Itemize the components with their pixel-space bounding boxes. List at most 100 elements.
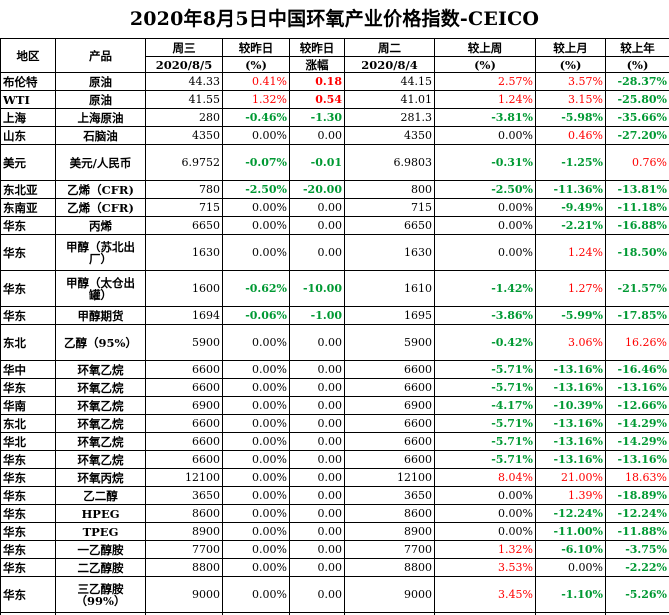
cell-day-chg: 0.00 <box>289 378 345 397</box>
table-row: 华东 TPEG 8900 0.00% 0.00 8900 0.00% -11.00% -11.8… <box>0 522 669 541</box>
cell-day-chg: 0.00 <box>289 198 345 217</box>
cell-price-tue: 44.15 <box>344 72 435 91</box>
header-unit-chg: 涨幅 <box>289 56 345 73</box>
table-row: WTI 原油 41.55 1.32% 0.54 41.01 1.24% 3.15% -25.80… <box>0 90 669 109</box>
cell-day-pct: 0.00% <box>222 198 290 217</box>
cell-price-tue: 1630 <box>344 234 435 271</box>
table-row: 华东 甲醇期货 1694 -0.06% -1.00 1695 -3.86% -5.99% -17… <box>0 306 669 325</box>
cell-week-pct: 1.24% <box>434 90 536 109</box>
cell-price-wed: 6650 <box>145 216 223 235</box>
cell-day-pct: -0.62% <box>222 270 290 307</box>
cell-year-pct: -27.20% <box>605 126 669 145</box>
cell-day-chg: 0.00 <box>289 576 345 613</box>
cell-month-pct: 21.00% <box>535 468 606 487</box>
table-row: 东北 环氧乙烷 6600 0.00% 0.00 6600 -5.71% -13.16% -14.… <box>0 414 669 433</box>
cell-day-pct: -0.07% <box>222 144 290 181</box>
cell-price-tue: 6600 <box>344 378 435 397</box>
cell-price-wed: 6900 <box>145 396 223 415</box>
cell-week-pct: 3.53% <box>434 558 536 577</box>
cell-region: 华东 <box>0 540 56 559</box>
cell-price-wed: 8600 <box>145 504 223 523</box>
cell-week-pct: -5.71% <box>434 360 536 379</box>
cell-region: 东北 <box>0 414 56 433</box>
cell-price-wed: 1600 <box>145 270 223 307</box>
cell-price-wed: 780 <box>145 180 223 199</box>
cell-day-pct: 1.32% <box>222 90 290 109</box>
cell-month-pct: -9.49% <box>535 198 606 217</box>
cell-year-pct: -28.37% <box>605 72 669 91</box>
header-unit-month: (%) <box>535 56 606 73</box>
cell-week-pct: 2.57% <box>434 72 536 91</box>
cell-price-tue: 6600 <box>344 414 435 433</box>
cell-price-tue: 8900 <box>344 522 435 541</box>
table-row: 布伦特 原油 44.33 0.41% 0.18 44.15 2.57% 3.57% -28.37… <box>0 72 669 91</box>
cell-day-chg: 0.00 <box>289 360 345 379</box>
cell-region: 华东 <box>0 504 56 523</box>
cell-price-wed: 5900 <box>145 324 223 361</box>
cell-day-pct: 0.00% <box>222 450 290 469</box>
cell-price-tue: 4350 <box>344 126 435 145</box>
header-row-1: 地区 产品 周三 较昨日 较昨日 周二 较上周 较上月 较上年 <box>0 38 669 73</box>
cell-price-wed: 12100 <box>145 468 223 487</box>
cell-month-pct: 3.06% <box>535 324 606 361</box>
cell-day-pct: 0.00% <box>222 360 290 379</box>
table-row: 东北 乙醇（95%） 5900 0.00% 0.00 5900 -0.42% 3.06% 16.… <box>0 324 669 361</box>
cell-day-pct: 0.00% <box>222 234 290 271</box>
cell-region: 布伦特 <box>0 72 56 91</box>
cell-product: 环氧乙烷 <box>55 360 146 379</box>
cell-product: 环氧乙烷 <box>55 396 146 415</box>
cell-week-pct: -1.42% <box>434 270 536 307</box>
cell-price-wed: 6600 <box>145 378 223 397</box>
cell-product: 环氧乙烷 <box>55 450 146 469</box>
cell-month-pct: -6.10% <box>535 540 606 559</box>
cell-product: 甲醇期货 <box>55 306 146 325</box>
cell-month-pct: 0.00% <box>535 558 606 577</box>
cell-price-tue: 9000 <box>344 576 435 613</box>
cell-day-chg: 0.00 <box>289 558 345 577</box>
cell-year-pct: -25.80% <box>605 90 669 109</box>
cell-price-wed: 6600 <box>145 360 223 379</box>
cell-region: WTI <box>0 90 56 109</box>
cell-day-pct: 0.00% <box>222 414 290 433</box>
cell-week-pct: 3.45% <box>434 576 536 613</box>
header-date-tue: 2020/8/4 <box>344 56 435 73</box>
cell-price-tue: 1610 <box>344 270 435 307</box>
cell-week-pct: -0.31% <box>434 144 536 181</box>
cell-product: 乙二醇 <box>55 486 146 505</box>
table-row: 东北亚 乙烯（CFR) 780 -2.50% -20.00 800 -2.50% -11.36… <box>0 180 669 199</box>
cell-day-pct: 0.00% <box>222 378 290 397</box>
cell-week-pct: 0.00% <box>434 216 536 235</box>
cell-product: 甲醇（太仓出罐） <box>55 270 146 307</box>
cell-price-tue: 41.01 <box>344 90 435 109</box>
table-row: 东南亚 乙烯（CFR) 715 0.00% 0.00 715 0.00% -9.49% -11.… <box>0 198 669 217</box>
cell-region: 华东 <box>0 576 56 613</box>
cell-price-wed: 6600 <box>145 450 223 469</box>
cell-day-chg: 0.00 <box>289 234 345 271</box>
cell-product: TPEG <box>55 522 146 541</box>
cell-region: 华东 <box>0 306 56 325</box>
cell-product: 环氧丙烷 <box>55 468 146 487</box>
cell-day-chg: 0.54 <box>289 90 345 109</box>
cell-region: 东北亚 <box>0 180 56 199</box>
table-row: 华东AEO-992000.00%0.009200-2.13%-6.12%-6.1… <box>0 612 669 615</box>
cell-price-wed: 6600 <box>145 414 223 433</box>
cell-region: 东北 <box>0 324 56 361</box>
cell-month-pct: -5.98% <box>535 108 606 127</box>
table-row: 华南 环氧乙烷 6900 0.00% 0.00 6900 -4.17% -10.39% -12.… <box>0 396 669 415</box>
table-row: 华北 环氧乙烷 6600 0.00% 0.00 6600 -5.71% -13.16% -14.… <box>0 432 669 451</box>
cell-week-pct: -3.86% <box>434 306 536 325</box>
cell-product: 环氧乙烷 <box>55 414 146 433</box>
header-row-2: 2020/8/5 (%) 涨幅 2020/8/4 (%) (%) (%) <box>1 56 669 73</box>
cell-week-pct: 0.00% <box>434 522 536 541</box>
cell-product: 上海原油 <box>55 108 146 127</box>
cell-day-chg: 0.00 <box>289 396 345 415</box>
cell-month-pct: -11.00% <box>535 522 606 541</box>
cell-product: HPEG <box>55 504 146 523</box>
cell-week-pct: -4.17% <box>434 396 536 415</box>
cell-year-pct: 18.63% <box>605 468 669 487</box>
cell-region: 华南 <box>0 396 56 415</box>
cell-month-pct: -12.24% <box>535 504 606 523</box>
cell-price-tue: 6900 <box>344 396 435 415</box>
cell-day-pct: 0.00% <box>222 486 290 505</box>
cell-region: 华东 <box>0 234 56 271</box>
